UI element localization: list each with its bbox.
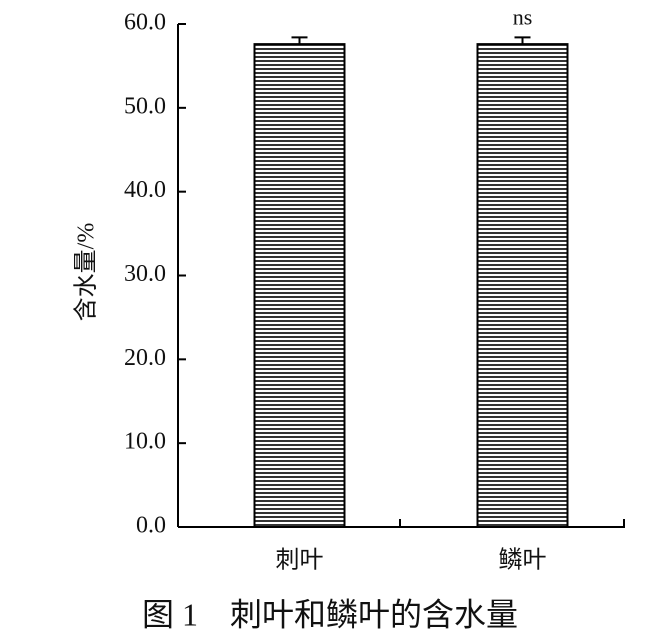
x-tick-label: 刺叶 <box>276 547 324 574</box>
error-bar <box>514 36 531 45</box>
y-tick-label: 40.0 <box>124 177 166 203</box>
y-tick-label: 60.0 <box>124 10 166 36</box>
bar <box>253 43 346 529</box>
y-tick-label: 0.0 <box>136 513 166 539</box>
chart-title: 图 1 刺叶和鳞叶的含水量 <box>142 596 518 632</box>
y-tick-label: 20.0 <box>124 345 166 371</box>
error-bar <box>291 36 308 45</box>
y-tick-label: 30.0 <box>124 261 166 287</box>
annotation: ns <box>513 4 533 29</box>
y-tick-label: 10.0 <box>124 429 166 455</box>
bar <box>476 43 569 529</box>
y-axis-label: 含水量/% <box>73 223 100 322</box>
x-tick-label: 鳞叶 <box>499 547 547 574</box>
y-tick-label: 50.0 <box>124 93 166 119</box>
